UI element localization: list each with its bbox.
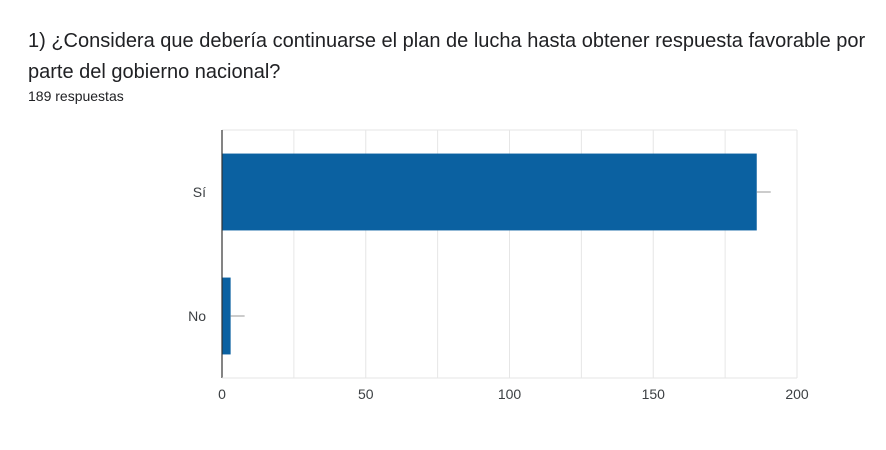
category-label: No <box>188 308 206 324</box>
bars <box>222 153 771 355</box>
category-label: Sí <box>193 184 206 200</box>
x-tick-label: 100 <box>498 386 522 402</box>
x-tick-label: 50 <box>358 386 374 402</box>
labels: Sí No 0 50 100 150 200 <box>188 184 809 402</box>
x-tick-label: 200 <box>785 386 809 402</box>
x-tick-label: 0 <box>218 386 226 402</box>
axes <box>221 130 797 379</box>
x-tick-label: 150 <box>642 386 666 402</box>
response-count: 189 respuestas <box>28 88 124 104</box>
bar-1 <box>222 277 231 355</box>
question-title: 1) ¿Considera que debería continuarse el… <box>28 30 866 83</box>
bar-0 <box>222 153 757 231</box>
